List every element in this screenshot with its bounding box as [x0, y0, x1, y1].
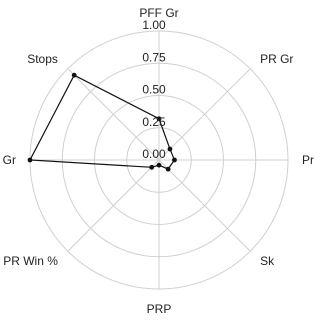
axis-spoke — [67, 159, 160, 252]
axis-label: RD Gr — [0, 153, 16, 167]
axis-label: PFF Gr — [139, 6, 178, 20]
axis-spoke — [158, 68, 251, 161]
data-point — [172, 157, 177, 163]
data-point — [27, 157, 33, 163]
axis-spoke — [67, 68, 160, 161]
axis-label: PR Win % — [3, 254, 58, 268]
axis-label: Sk — [260, 254, 275, 268]
data-point — [71, 72, 77, 78]
axis-label: Pr — [302, 153, 314, 167]
radial-tick-label: 1.00 — [142, 18, 166, 32]
radial-tick-label: 0.75 — [142, 50, 166, 64]
axis-spoke — [158, 159, 251, 252]
radial-tick-label: 0.25 — [142, 115, 166, 129]
radial-tick-label: 0.00 — [142, 147, 166, 161]
axis-label: PRP — [147, 302, 172, 316]
data-point — [156, 116, 162, 122]
radial-tick-label: 0.50 — [142, 83, 166, 97]
axis-label: PR Gr — [260, 52, 293, 66]
axis-label: Stops — [27, 52, 58, 66]
radial-tick-labels: 0.00 0.25 0.50 0.75 1.00 — [142, 18, 166, 161]
axis-labels: PFF Gr PR Gr Pr Sk PRP PR Win % RD Gr Stops — [0, 6, 314, 316]
radar-spokes — [30, 31, 288, 289]
data-point — [165, 166, 171, 172]
data-point — [149, 164, 155, 170]
data-point — [156, 162, 162, 168]
data-point — [167, 146, 173, 152]
radar-series — [27, 72, 177, 172]
